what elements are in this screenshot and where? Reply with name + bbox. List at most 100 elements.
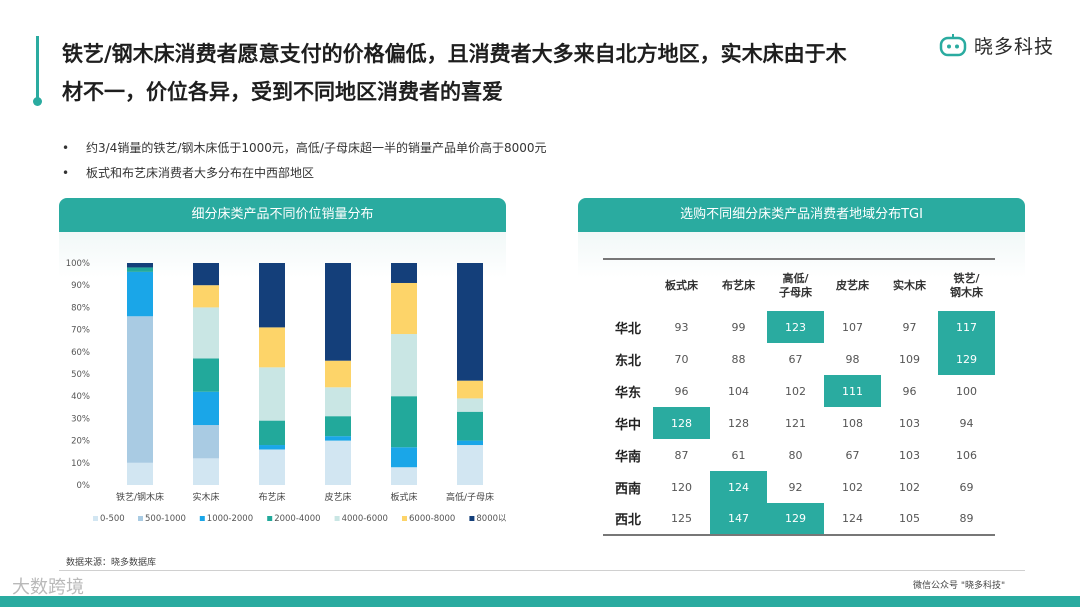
- tgi-cell: 121: [785, 416, 806, 430]
- x-tick-label: 皮艺床: [324, 491, 351, 503]
- tgi-cell: 147: [710, 503, 767, 536]
- bar-segment: [391, 263, 417, 283]
- tgi-table: 板式床 布艺床 高低/子母床 皮艺床 实木床 铁艺/钢木床 华北 93 99 123 107 97 11…: [603, 258, 995, 536]
- bottom-band: [0, 596, 1080, 607]
- bar-segment: [391, 396, 417, 448]
- tgi-cell: 89: [938, 503, 995, 536]
- bar-segment: [127, 462, 153, 485]
- legend-swatch: [93, 516, 98, 521]
- tgi-cell: 92: [788, 480, 803, 494]
- bar-segment: [391, 447, 417, 468]
- region-tgi-title: 选购不同细分床类产品消费者地域分布TGI: [578, 198, 1025, 232]
- column-header: 高低/子母床: [767, 258, 824, 311]
- bar-segment: [391, 467, 417, 485]
- tgi-cell: 125: [653, 503, 710, 536]
- bar-segment: [325, 416, 351, 437]
- bar-segment: [193, 358, 219, 392]
- legend-swatch: [334, 516, 340, 521]
- wechat-account: 微信公众号 "晓多科技": [913, 581, 1006, 591]
- tgi-cell: 70: [674, 352, 689, 366]
- column-header: 皮艺床: [824, 258, 881, 311]
- legend-label: 0-500: [100, 514, 125, 524]
- x-tick-label: 实木床: [192, 491, 219, 503]
- tgi-cell: 108: [842, 416, 863, 430]
- tgi-cell: 117: [938, 311, 995, 343]
- tgi-cell: 109: [899, 352, 920, 366]
- y-tick-label: 30%: [71, 414, 90, 424]
- y-tick-label: 80%: [71, 303, 90, 313]
- tgi-cell: 123: [767, 311, 824, 343]
- legend-swatch: [469, 516, 475, 521]
- bar-segment: [457, 411, 483, 441]
- bar-segment: [193, 285, 219, 308]
- footer-divider: [59, 570, 1025, 571]
- tgi-cell: 96: [674, 384, 689, 398]
- tgi-cell: 69: [959, 480, 974, 494]
- tgi-cell: 102: [899, 480, 920, 494]
- legend-swatch: [267, 516, 273, 521]
- legend-label: 1000-2000: [207, 514, 253, 524]
- table-row: 华中 128 128 121 108 103 94: [603, 407, 995, 439]
- tgi-cell: 128: [728, 416, 749, 430]
- page-title: 铁艺/钢木床消费者愿意支付的价格偏低，且消费者大多来自北方地区，实木床由于木材不…: [62, 42, 847, 104]
- bar-segment: [259, 263, 285, 328]
- bar-segment: [259, 327, 285, 368]
- row-header: 华中: [614, 417, 641, 433]
- row-header: 华南: [614, 449, 641, 465]
- tgi-cell: 67: [845, 448, 860, 462]
- table-row: 华东 96 104 102 111 96 100: [603, 375, 995, 407]
- price-distribution-title: 细分床类产品不同价位销量分布: [59, 198, 506, 232]
- tgi-cell: 129: [767, 503, 824, 536]
- row-header: 西南: [614, 481, 641, 497]
- bar-segment: [391, 334, 417, 397]
- table-corner: [603, 258, 653, 311]
- robot-icon: [939, 33, 967, 56]
- y-tick-label: 20%: [71, 437, 90, 447]
- bar-segment: [193, 425, 219, 459]
- bar-segment: [127, 271, 153, 317]
- y-tick-label: 40%: [71, 392, 90, 402]
- region-tgi-panel: 选购不同细分床类产品消费者地域分布TGI 板式床 布艺床 高低/子母床 皮艺床 实木床铁…: [578, 198, 1025, 538]
- legend-label: 2000-4000: [274, 514, 320, 524]
- row-header: 华北: [614, 321, 641, 337]
- row-header: 西北: [603, 503, 653, 536]
- tgi-cell: 67: [788, 352, 803, 366]
- finding-item: 板式和布艺床消费者大多分布在中西部地区: [62, 161, 546, 186]
- bar-segment: [325, 360, 351, 388]
- key-findings-list: 约3/4销量的铁艺/钢木床低于1000元，高低/子母床超一半的销量产品单价高于8…: [62, 136, 546, 186]
- table-row: 西南 120 124 92 102 102 69: [603, 471, 995, 503]
- bar-segment: [193, 263, 219, 286]
- table-row: 西北 125 147 129 124 105 89: [603, 503, 995, 536]
- tgi-cell: 105: [881, 503, 938, 536]
- tgi-cell: 120: [671, 480, 692, 494]
- legend-label: 4000-6000: [342, 514, 388, 524]
- legend-label: 500-1000: [145, 514, 186, 524]
- tgi-cell: 107: [842, 320, 863, 334]
- tgi-cell: 94: [959, 416, 974, 430]
- bar-segment: [325, 440, 351, 485]
- table-row: 东北 70 88 67 98 109 129: [603, 343, 995, 375]
- column-header: 板式床: [653, 258, 710, 311]
- y-tick-label: 70%: [71, 326, 90, 336]
- bar-segment: [457, 398, 483, 412]
- bar-segment: [457, 380, 483, 399]
- tgi-cell: 111: [824, 375, 881, 407]
- bar-segment: [259, 367, 285, 421]
- y-tick-label: 0%: [77, 481, 91, 491]
- tgi-cell: 96: [902, 384, 917, 398]
- bar-segment: [127, 316, 153, 463]
- tgi-cell: 80: [788, 448, 803, 462]
- tgi-cell: 104: [728, 384, 749, 398]
- price-distribution-chart: 0% 10% 20% 30% 40% 50% 60% 70% 80% 90% 100% 铁艺/钢木床 实…: [66, 259, 506, 524]
- bar-segment: [259, 420, 285, 446]
- legend-label: 6000-8000: [409, 514, 455, 524]
- bar-segment: [325, 263, 351, 361]
- tgi-cell: 61: [731, 448, 746, 462]
- y-tick-label: 60%: [71, 348, 90, 358]
- legend-label: 8000以上: [476, 514, 506, 524]
- table-row: 华北 93 99 123 107 97 117: [603, 311, 995, 343]
- title-accent-dot: [33, 97, 42, 106]
- tgi-cell: 97: [902, 320, 917, 334]
- tgi-cell: 103: [899, 448, 920, 462]
- finding-item: 约3/4销量的铁艺/钢木床低于1000元，高低/子母床超一半的销量产品单价高于8…: [62, 136, 546, 161]
